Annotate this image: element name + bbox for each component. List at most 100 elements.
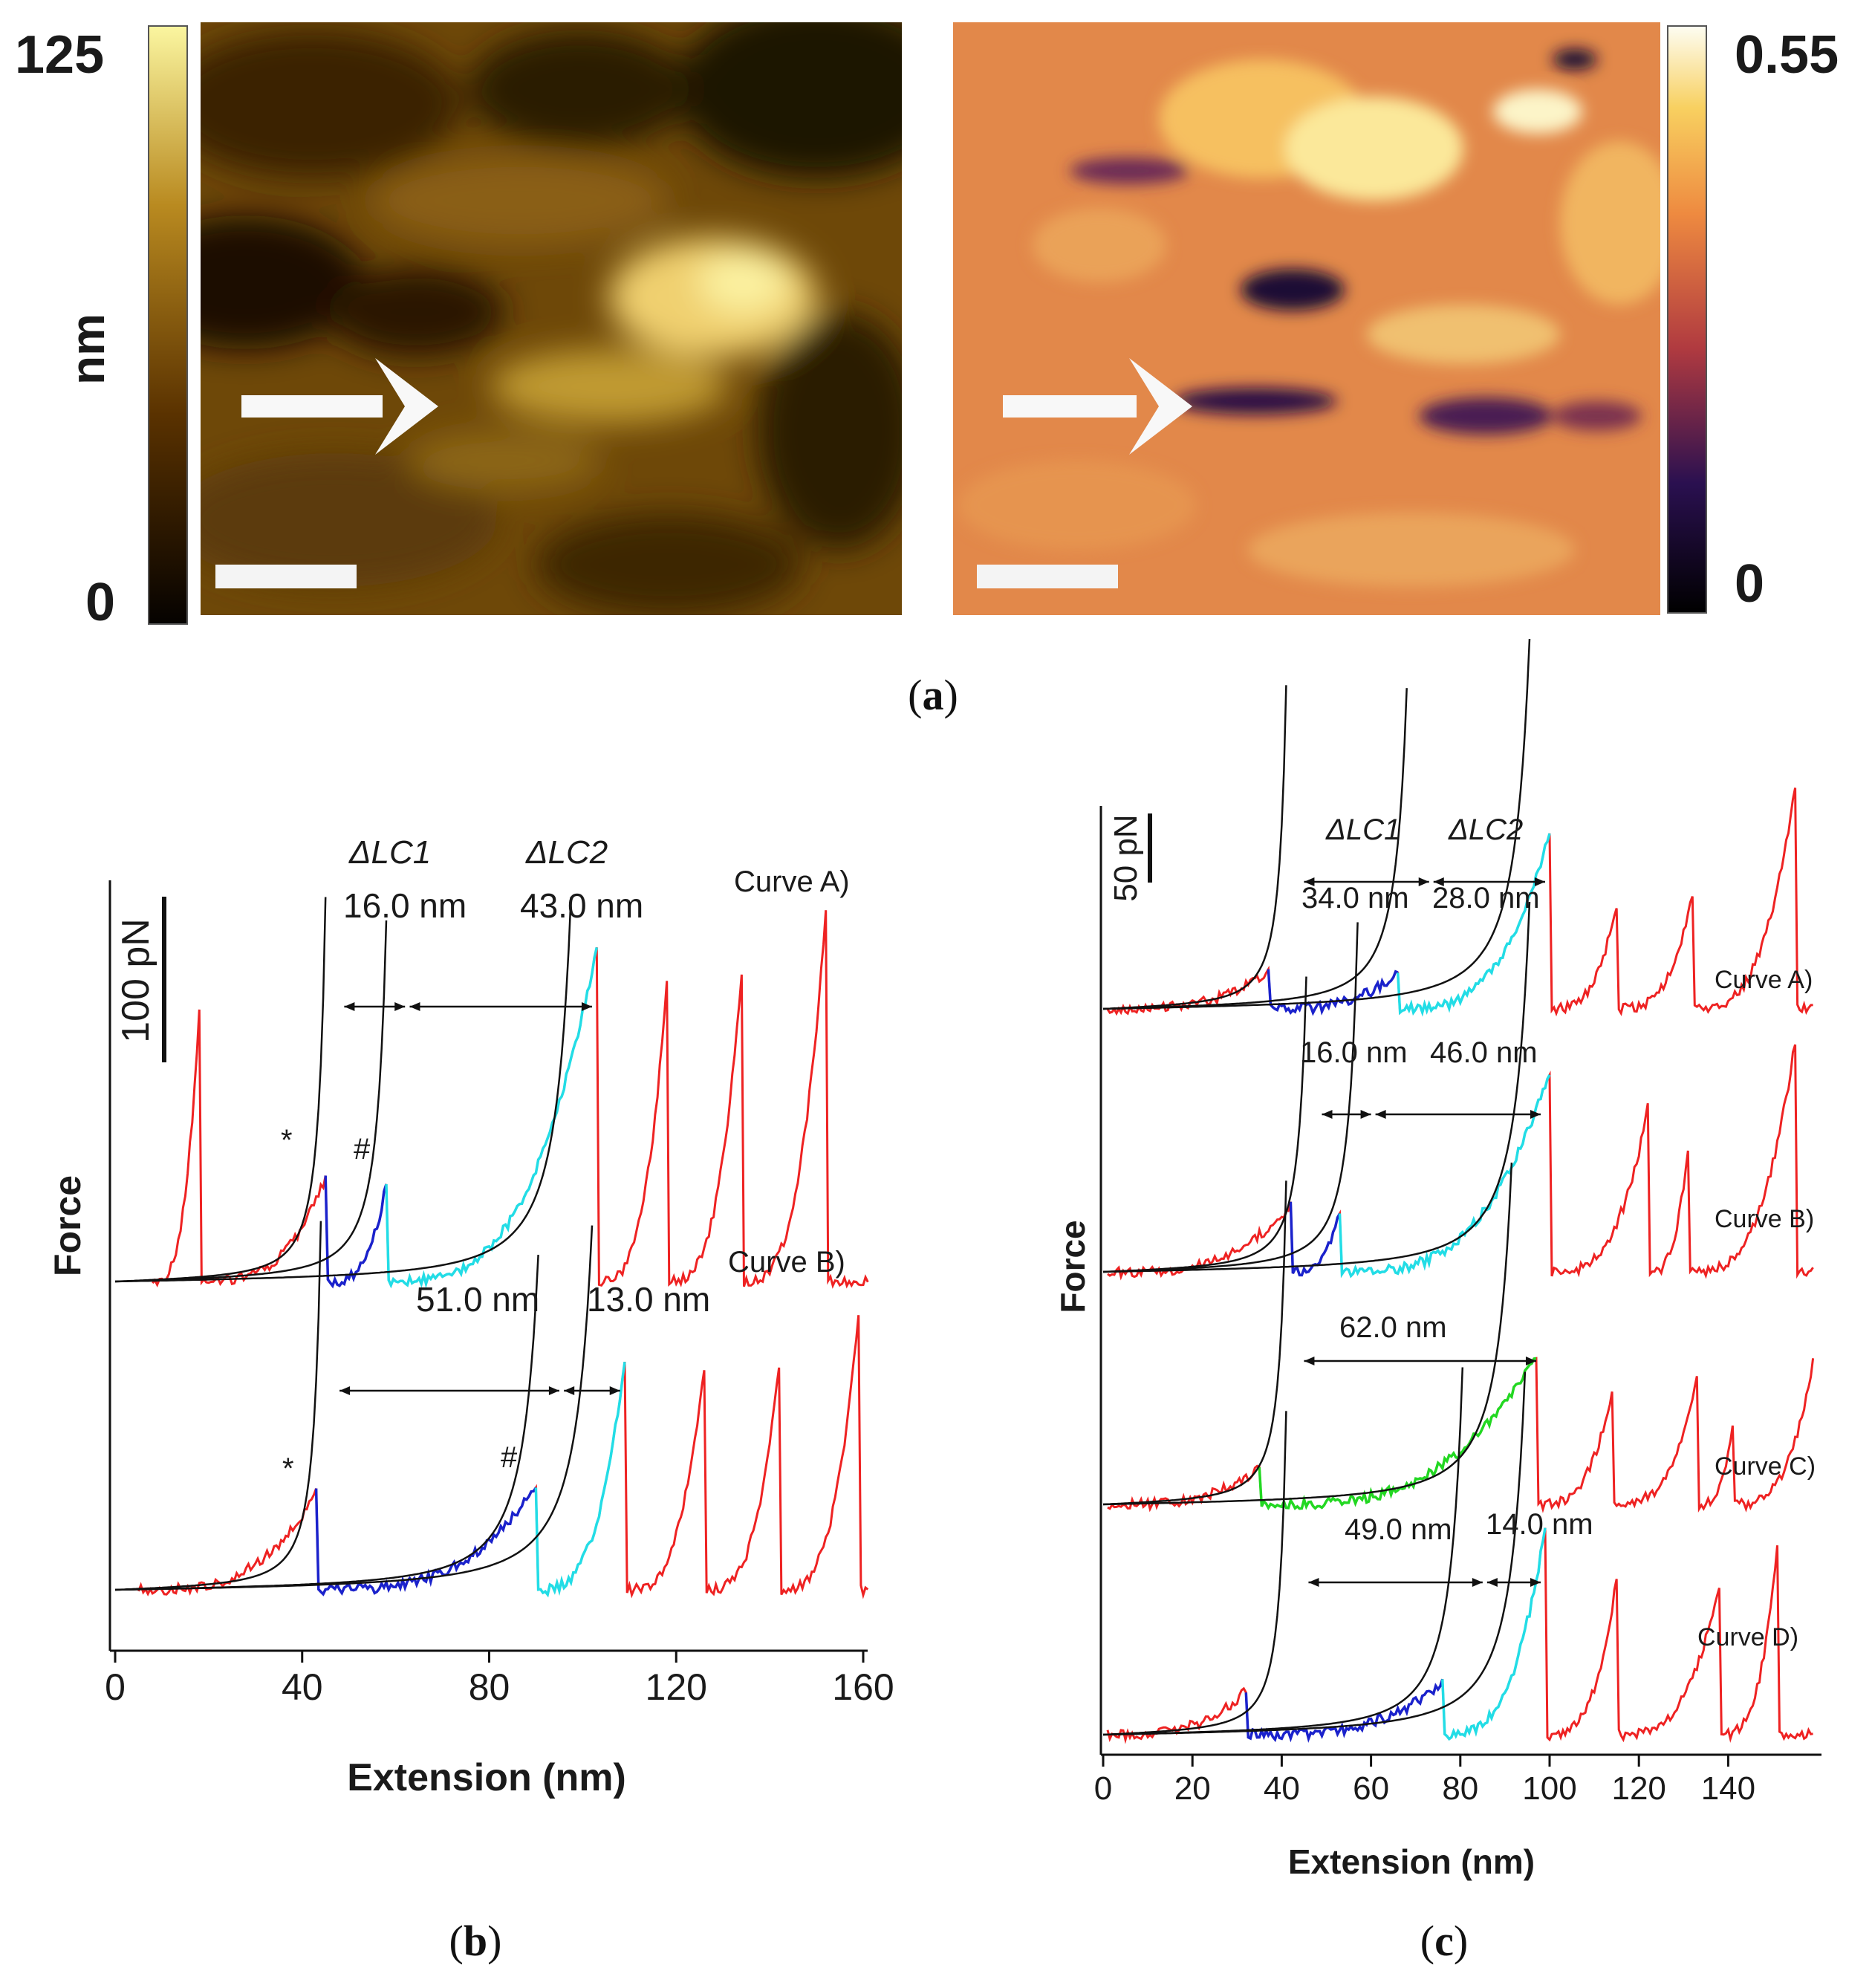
panel-b-curve-a-arrow-1-head-left — [344, 1002, 355, 1011]
panel-c-curve-b-arrow-1-head-right — [1360, 1110, 1371, 1119]
panel-b-axes: 0 40 80 120 160 — [105, 880, 894, 1708]
panel-c-x-tick-label-5: 100 — [1522, 1770, 1576, 1807]
panel-c-curve-a-segment-0 — [1267, 969, 1399, 1016]
panel-c-curve-a-delta-lc1-label: ΔLC1 — [1325, 813, 1400, 846]
panel-c-annotations: ΔLC1 ΔLC2 34.0 nm 28.0 nm Curve A) 16.0 … — [1300, 813, 1816, 1651]
second-image — [953, 22, 1660, 615]
second-colorbar-min-label: 0 — [1735, 554, 1764, 614]
panel-b-curve-a-arrow-2-head-left — [409, 1002, 420, 1011]
panel-b-curve-a-arrow-2-head-right — [581, 1002, 592, 1011]
caption-c-letter: c — [1434, 1917, 1454, 1965]
panel-c-curve-c-segment-0 — [1258, 1357, 1537, 1511]
caption-a: (a) — [908, 671, 958, 719]
panel-b-x-tick-label-2: 80 — [469, 1666, 510, 1708]
panel-c-curve-d-segment-0 — [1244, 1678, 1444, 1743]
panel-b-x-tick-label-1: 40 — [282, 1666, 323, 1708]
panel-c-curve-a-wlc-fit-2 — [1102, 638, 1531, 1010]
panel-c-x-tick-label-2: 40 — [1264, 1770, 1300, 1807]
panel-c-x-tick-label-4: 80 — [1442, 1770, 1478, 1807]
panel-b-curve-a-delta-lc2-label: ΔLC2 — [525, 834, 608, 871]
panel-b-y-label: Force — [47, 1175, 88, 1276]
panel-c-curve-d-arrow-1-head-left — [1308, 1578, 1319, 1587]
panel-c-curve-d-wlc-fit-1 — [1102, 1367, 1464, 1736]
second-image-scale-bar — [977, 565, 1118, 588]
height-colorbar-min-label: 0 — [85, 573, 115, 632]
panel-b-curve-a-label: Curve A) — [734, 865, 850, 898]
panel-c-curve-b-arrow-1-head-left — [1322, 1110, 1333, 1119]
panel-c-curve-b-delta-lc1-value: 16.0 nm — [1300, 1036, 1408, 1069]
caption-a-letter: a — [923, 671, 944, 719]
panel-c-curve-c-delta-lc-value: 62.0 nm — [1339, 1311, 1447, 1344]
panel-c: 0 20 40 60 80 100 120 140 50 pN Force Extension… — [1053, 638, 1821, 1965]
panel-c-axes: 0 20 40 60 80 100 120 140 — [1094, 806, 1821, 1807]
panel-c-x-tick-label-7: 140 — [1701, 1770, 1755, 1807]
panel-b-plot — [114, 897, 869, 1599]
panel-c-curve-c-arrow-1-head-right — [1525, 1357, 1536, 1365]
height-image-arrow — [241, 358, 438, 455]
panel-c-curve-b-arrow-2-head-right — [1530, 1110, 1541, 1119]
panel-b-curve-b-star-marker: * — [282, 1452, 294, 1485]
panel-c-curve-a-segment-1 — [1396, 833, 1551, 1017]
panel-b-curve-a-trace — [152, 910, 869, 1289]
panel-b-curve-b-arrow-1-head-left — [339, 1386, 351, 1395]
panel-c-curve-d-wlc-fit-0 — [1102, 1411, 1287, 1736]
second-colorbar: 0.55 0 — [1667, 25, 1839, 614]
panel-c-curve-c-arrow-1-head-left — [1304, 1357, 1315, 1365]
panel-b-curve-b-delta-lc1-value: 51.0 nm — [416, 1280, 539, 1319]
height-colorbar-max-label: 125 — [15, 25, 104, 85]
panel-c-curve-a-label: Curve A) — [1715, 966, 1813, 994]
panel-b-x-tick-label-4: 160 — [832, 1666, 894, 1708]
panel-b-curve-a-wlc-fit-2 — [114, 897, 572, 1283]
panel-c-x-ticks: 0 20 40 60 80 100 120 140 — [1094, 1755, 1755, 1807]
height-colorbar-unit: nm — [61, 314, 114, 385]
panel-c-scale-bar-label: 50 pN — [1108, 814, 1144, 901]
panel-c-curve-d-label: Curve D) — [1697, 1623, 1798, 1651]
panel-b-curve-b-arrow-2-head-right — [609, 1386, 620, 1395]
panel-b-curve-a-arrow-1-head-right — [394, 1002, 406, 1011]
caption-b-letter: b — [464, 1917, 487, 1965]
panel-c-curve-a-delta-lc2-value: 28.0 nm — [1432, 882, 1540, 915]
panel-c-curve-b-wlc-fit-2 — [1102, 901, 1531, 1273]
panel-c-curve-a-arrow-2-head-right — [1534, 877, 1545, 886]
panel-b-x-tick-label-0: 0 — [105, 1666, 126, 1708]
panel-c-curve-b-segment-0 — [1289, 1201, 1342, 1277]
panel-c-curve-d-arrow-2-head-right — [1530, 1578, 1541, 1587]
panel-c-curve-b-trace — [1107, 1044, 1814, 1281]
panel-a: 125 0 nm — [15, 22, 1839, 719]
panel-c-curve-b-delta-lc2-value: 46.0 nm — [1430, 1036, 1538, 1069]
panel-c-curve-b-segment-1 — [1338, 1074, 1551, 1279]
panel-b-curve-b-wlc-fit-2 — [114, 1225, 594, 1591]
panel-b-curve-a-segment-0 — [324, 1175, 388, 1289]
panel-b-curve-b-hash-marker: # — [501, 1441, 518, 1474]
panel-b-curve-a-delta-lc2-value: 43.0 nm — [520, 886, 643, 925]
panel-b-x-label: Extension (nm) — [347, 1756, 626, 1799]
panel-b-curve-a-star-marker: * — [281, 1124, 293, 1157]
panel-b-annotations: ΔLC1 ΔLC2 16.0 nm 43.0 nm Curve A) * # C… — [281, 834, 850, 1485]
panel-b-curve-b-delta-lc2-value: 13.0 nm — [587, 1280, 710, 1319]
panel-c-curve-a-arrow-2-head-left — [1433, 877, 1444, 886]
panel-c-curve-b-arrow-2-head-left — [1375, 1110, 1386, 1119]
panel-c-x-tick-label-0: 0 — [1094, 1770, 1112, 1807]
panel-b: 0 40 80 120 160 100 pN Force Extension (nm) … — [47, 834, 894, 1965]
panel-b-x-tick-label-3: 120 — [646, 1666, 707, 1708]
panel-b-scale-bar-label: 100 pN — [114, 918, 157, 1043]
panel-c-curve-a-arrow-1-head-left — [1304, 877, 1315, 886]
panel-c-curve-a-delta-lc2-label: ΔLC2 — [1448, 813, 1523, 846]
panel-c-curve-a-delta-lc1-value: 34.0 nm — [1301, 882, 1409, 915]
panel-c-curve-d-wlc-fit-2 — [1102, 1371, 1527, 1736]
panel-c-curve-d-delta-lc1-value: 49.0 nm — [1345, 1513, 1452, 1546]
second-colorbar-gradient — [1667, 25, 1707, 614]
panel-c-curve-b-wlc-fit-0 — [1102, 976, 1307, 1273]
panel-b-curve-a-delta-lc1-label: ΔLC1 — [348, 834, 431, 871]
panel-c-curve-a-arrow-1-head-right — [1418, 877, 1429, 886]
second-image-arrow — [1003, 358, 1192, 455]
panel-c-curve-d-delta-lc2-value: 14.0 nm — [1486, 1508, 1593, 1541]
second-colorbar-max-label: 0.55 — [1735, 25, 1839, 85]
panel-c-x-tick-label-3: 60 — [1353, 1770, 1389, 1807]
caption-c: (c) — [1420, 1917, 1468, 1965]
panel-c-curve-c-label: Curve C) — [1715, 1452, 1816, 1481]
panel-b-curve-a-hash-marker: # — [354, 1133, 371, 1166]
height-image — [201, 22, 902, 615]
panel-c-y-label: Force — [1053, 1220, 1092, 1313]
